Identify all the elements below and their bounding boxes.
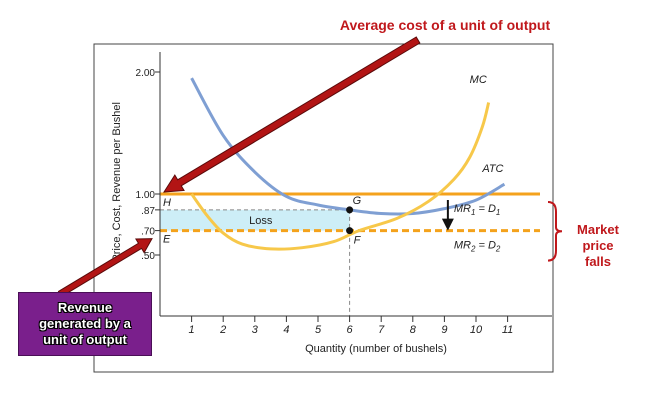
y-tick-label-100: 1.00 [136, 190, 156, 201]
market-price-falls-line-3: falls [585, 254, 611, 269]
x-tick-label-5: 5 [315, 324, 322, 336]
mr1-label-part: 1 [496, 208, 500, 217]
mr2-label-part: 2 [495, 245, 501, 254]
x-tick-label-8: 8 [410, 324, 417, 336]
loss-label: Loss [249, 215, 273, 227]
revenue-callout-text: Revenue generated by a unit of output [39, 300, 131, 347]
mr1-label-part: = D [475, 203, 496, 215]
revenue-arrow [57, 238, 153, 298]
average-cost-arrow [163, 36, 421, 193]
point-label-g: G [353, 195, 362, 207]
revenue-callout-box: Revenue generated by a unit of output [18, 292, 152, 356]
average-cost-callout: Average cost of a unit of output [340, 17, 551, 33]
market-price-falls-line-2: price [582, 238, 613, 253]
point-label-f: F [354, 235, 362, 247]
market-price-falls-line-1: Market [577, 222, 620, 237]
x-tick-label-4: 4 [283, 324, 289, 336]
mc-curve [190, 102, 491, 251]
mr2-label-part: = D [475, 240, 496, 252]
mr1-label-part: 1 [471, 208, 475, 217]
market-price-bracket [547, 201, 563, 262]
mr2-label-part: MR [454, 240, 471, 252]
x-tick-label-1: 1 [189, 324, 195, 336]
mc-label: MC [470, 74, 487, 86]
point-g [346, 206, 354, 214]
mr2-label: MR2 = D2 [454, 240, 501, 254]
axis-point-label-h: H [163, 197, 171, 209]
point-f [346, 227, 354, 235]
x-axis-title: Quantity (number of bushels) [305, 343, 447, 355]
curves-layer [160, 77, 540, 251]
mr1-label-part: MR [454, 203, 471, 215]
mr2-label-part: 2 [470, 245, 476, 254]
mr1-label: MR1 = D1 [454, 203, 501, 217]
y-axis-title: Price, Cost, Revenue per Bushel [111, 102, 123, 262]
y-tick-label-200: 2.00 [136, 68, 156, 79]
x-tick-label-11: 11 [502, 324, 513, 336]
x-tick-label-9: 9 [441, 324, 447, 336]
y-tick-label-87: .87 [141, 206, 155, 217]
x-tick-label-6: 6 [347, 324, 354, 336]
x-tick-label-2: 2 [219, 324, 226, 336]
axes-layer [155, 52, 552, 322]
y-tick-label-70: .70 [141, 227, 155, 238]
y-tick-label-50: .50 [141, 251, 155, 262]
atc-label: ATC [481, 163, 503, 175]
x-tick-label-7: 7 [378, 324, 385, 336]
x-tick-label-10: 10 [470, 324, 483, 336]
x-tick-label-3: 3 [252, 324, 259, 336]
axis-point-label-e: E [163, 234, 171, 246]
